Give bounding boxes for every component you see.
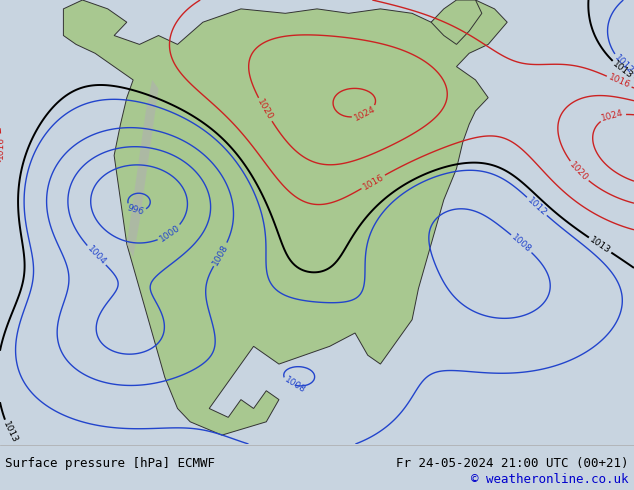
Text: 1024: 1024 xyxy=(600,109,625,123)
Text: 1000: 1000 xyxy=(158,223,182,244)
Text: 1008: 1008 xyxy=(283,375,307,395)
Text: 1016: 1016 xyxy=(361,172,385,192)
Text: 1008: 1008 xyxy=(510,233,533,254)
Text: 1013: 1013 xyxy=(611,59,634,80)
Text: 1020: 1020 xyxy=(256,98,275,122)
Text: Surface pressure [hPa] ECMWF: Surface pressure [hPa] ECMWF xyxy=(5,457,215,470)
Text: 1012: 1012 xyxy=(612,53,634,75)
Text: Fr 24-05-2024 21:00 UTC (00+21): Fr 24-05-2024 21:00 UTC (00+21) xyxy=(396,457,629,470)
Text: 1024: 1024 xyxy=(353,105,377,123)
Polygon shape xyxy=(431,0,482,45)
Text: 996: 996 xyxy=(126,203,145,217)
Text: 1020: 1020 xyxy=(568,160,590,183)
Polygon shape xyxy=(127,80,158,258)
Text: 1008: 1008 xyxy=(211,242,230,267)
Text: 1013: 1013 xyxy=(588,235,612,255)
Text: 1013: 1013 xyxy=(1,420,19,444)
Polygon shape xyxy=(63,0,507,435)
Text: 1004: 1004 xyxy=(85,244,108,267)
Text: 1012: 1012 xyxy=(526,196,548,218)
Text: © weatheronline.co.uk: © weatheronline.co.uk xyxy=(472,473,629,486)
Text: 1016: 1016 xyxy=(607,73,631,90)
Text: 1016: 1016 xyxy=(0,135,5,159)
